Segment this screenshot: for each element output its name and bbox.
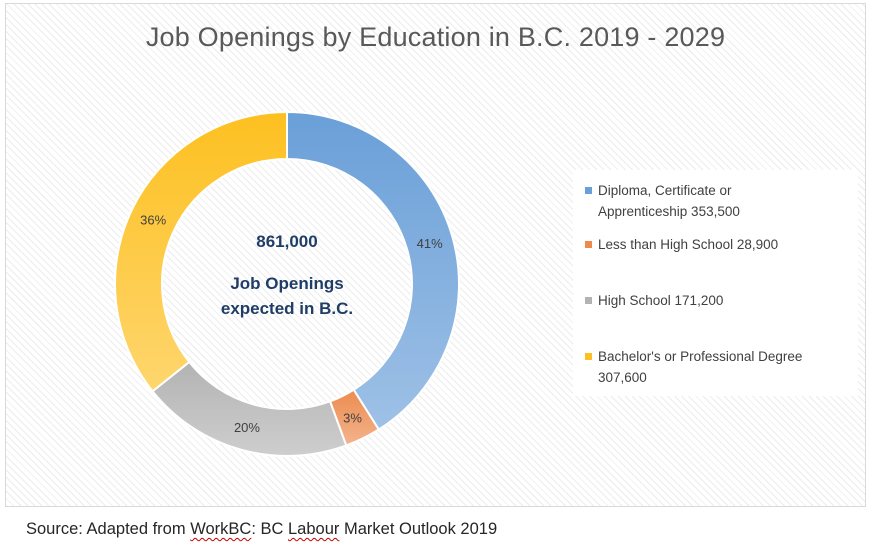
donut-chart: 41% 3% 20% 36% 861,000 Job Openings expected … xyxy=(114,110,460,457)
chart-title: Job Openings by Education in B.C. 2019 -… xyxy=(145,22,726,52)
center-caption-line: Job Openings xyxy=(230,274,343,293)
slice-percent-label: 36% xyxy=(140,213,166,228)
donut-slice xyxy=(151,360,348,457)
source-labour: Labour xyxy=(288,520,340,538)
slice-labels: 41% 3% 20% 36% xyxy=(140,213,443,435)
source-prefix: Source: Adapted from xyxy=(26,520,191,538)
center-total: 861,000 xyxy=(256,232,317,251)
slice-percent-label: 20% xyxy=(234,420,260,435)
legend: Diploma, Certificate or Apprenticeship 35… xyxy=(573,170,858,396)
legend-swatch xyxy=(585,297,592,304)
legend-label: Less than High School 28,900 xyxy=(598,237,779,252)
source-middle: : BC xyxy=(251,520,288,538)
chart-area: Job Openings by Education in B.C. 2019 -… xyxy=(5,3,866,507)
legend-label: Diploma, Certificate or Apprenticeship 35… xyxy=(598,183,740,219)
legend-swatch xyxy=(585,353,592,360)
source-workbc: WorkBC xyxy=(190,520,252,538)
source-note: Source: Adapted from WorkBC: BC Labour M… xyxy=(26,520,497,539)
donut-slice xyxy=(286,110,460,431)
slice-percent-label: 3% xyxy=(343,410,362,425)
donut-slice xyxy=(114,110,288,393)
donut-center: 861,000 Job Openings expected in B.C. xyxy=(221,232,353,318)
source-suffix: Market Outlook 2019 xyxy=(339,520,498,538)
legend-swatch xyxy=(585,241,592,248)
legend-label: High School 171,200 xyxy=(598,293,724,308)
slice-percent-label: 41% xyxy=(417,236,443,251)
legend-swatch xyxy=(585,187,592,194)
donut-slices xyxy=(114,110,460,457)
center-caption-line: expected in B.C. xyxy=(221,299,353,318)
legend-label: Bachelor's or Professional Degree 307,600 xyxy=(598,349,803,385)
